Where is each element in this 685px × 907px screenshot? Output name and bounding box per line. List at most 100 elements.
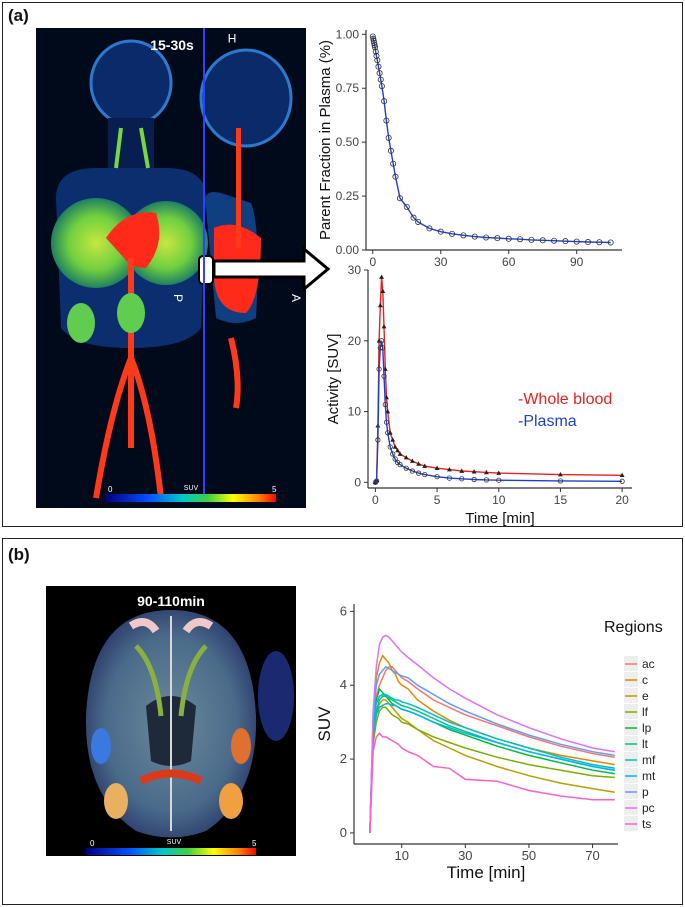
parent-fraction-point bbox=[370, 37, 377, 44]
legend-label-ts: ts bbox=[642, 817, 651, 831]
x-tick-label: 0 bbox=[369, 255, 376, 269]
parent-fraction-point bbox=[573, 238, 580, 245]
plasma-point bbox=[496, 477, 502, 483]
parent-fraction-point bbox=[371, 39, 378, 46]
whole-blood-point bbox=[484, 469, 489, 475]
panel-b-label: (b) bbox=[8, 545, 30, 564]
plasma-point bbox=[385, 430, 391, 436]
colorbar-b-min: 0 bbox=[90, 839, 95, 848]
parent-fraction-point bbox=[385, 134, 392, 141]
colorbar-a bbox=[106, 494, 276, 502]
y-tick-label: 0.25 bbox=[336, 189, 360, 203]
whole-blood-point bbox=[403, 454, 409, 460]
y-tick-label: 0.50 bbox=[336, 135, 360, 149]
region-line-ts bbox=[369, 732, 615, 833]
parent-fraction-point bbox=[371, 42, 378, 49]
x-axis-label: Time [min] bbox=[447, 863, 526, 882]
legend-label-pc: pc bbox=[642, 801, 655, 815]
plasma-point bbox=[387, 444, 393, 450]
colorbar-b bbox=[86, 848, 256, 855]
orientation-head: H bbox=[228, 31, 237, 45]
plasma-point bbox=[390, 451, 396, 457]
whole-blood-point bbox=[619, 472, 625, 478]
whole-blood-point bbox=[434, 465, 440, 470]
x-tick-label: 0 bbox=[372, 493, 379, 507]
whole-blood-point bbox=[380, 288, 386, 294]
plasma-point bbox=[381, 373, 387, 379]
parent-fraction-point bbox=[370, 35, 377, 42]
panel-a-label: (a) bbox=[8, 6, 29, 25]
plasma-point bbox=[377, 345, 383, 351]
region-line-pc bbox=[369, 634, 615, 833]
legend-label-ac: ac bbox=[642, 657, 655, 671]
parent-fraction-point bbox=[505, 235, 512, 242]
parent-fraction-point bbox=[585, 239, 592, 246]
plasma-point bbox=[380, 345, 386, 351]
whole-blood-point bbox=[390, 437, 396, 442]
plasma-point bbox=[415, 470, 422, 476]
legend-label-mt: mt bbox=[642, 769, 656, 783]
parent-fraction-point bbox=[376, 70, 383, 77]
orientation-anterior: A bbox=[289, 294, 303, 302]
y-tick-label: 20 bbox=[348, 334, 362, 348]
plasma-point bbox=[378, 338, 385, 344]
legend-label-lt: lt bbox=[642, 737, 649, 751]
pet-time-label-b: 90-110min bbox=[137, 593, 205, 609]
y-tick-label: 0 bbox=[340, 825, 347, 840]
colorbar-a-label: SUV bbox=[184, 485, 199, 492]
parent-fraction-point bbox=[494, 235, 501, 242]
parent-fraction-point bbox=[483, 234, 490, 241]
colorbar-a-min: 0 bbox=[108, 485, 113, 494]
plasma-point bbox=[375, 437, 381, 443]
x-tick-label: 30 bbox=[458, 848, 472, 863]
y-tick-label: 30 bbox=[348, 263, 362, 277]
plasma-point bbox=[557, 478, 564, 484]
parent-fraction-point bbox=[551, 237, 558, 244]
y-tick-label: 1.00 bbox=[336, 27, 360, 41]
legend-label-p: p bbox=[642, 785, 649, 799]
whole-blood-point bbox=[459, 468, 465, 473]
whole-blood-point bbox=[381, 324, 387, 329]
whole-blood-point bbox=[416, 461, 421, 466]
plasma-point bbox=[372, 479, 379, 485]
y-tick-label: 0.75 bbox=[336, 81, 360, 95]
parent-fraction-point bbox=[392, 173, 399, 180]
pet-brain-image: 90-110min 0 SUV 5 bbox=[46, 586, 296, 856]
x-tick-label: 50 bbox=[522, 848, 536, 863]
parent-fraction-point bbox=[372, 44, 379, 51]
region-line-mf bbox=[369, 693, 615, 833]
legend-title: Regions bbox=[604, 619, 663, 636]
legend-plasma: -Plasma bbox=[518, 413, 577, 430]
parent-fraction-point bbox=[387, 147, 394, 154]
whole-blood-point bbox=[397, 451, 403, 456]
x-axis-label: Time [min] bbox=[465, 510, 534, 527]
x-tick-label: 10 bbox=[492, 493, 506, 507]
plasma-point bbox=[459, 476, 465, 482]
y-axis-label: Parent Fraction in Plasma (%) bbox=[317, 40, 334, 240]
whole-blood-point bbox=[385, 408, 391, 414]
x-tick-label: 30 bbox=[434, 255, 448, 269]
parent-fraction-point bbox=[426, 225, 433, 232]
pet-whole-body-image: 15-30s H P A 0 SUV 5 bbox=[36, 28, 306, 508]
x-tick-label: 5 bbox=[434, 493, 441, 507]
parent-fraction-point bbox=[528, 236, 535, 243]
x-tick-label: 10 bbox=[394, 848, 408, 863]
parent-fraction-point bbox=[471, 233, 478, 240]
whole-blood-line bbox=[374, 277, 623, 483]
whole-blood-point bbox=[447, 466, 452, 472]
region-line-mt bbox=[369, 702, 615, 833]
region-line-p bbox=[369, 665, 615, 833]
x-tick-label: 20 bbox=[615, 493, 629, 507]
parent-fraction-point bbox=[374, 57, 381, 64]
legend-label-e: e bbox=[642, 689, 649, 703]
plasma-point bbox=[471, 476, 477, 483]
whole-blood-point bbox=[395, 447, 401, 453]
parent-fraction-point bbox=[375, 63, 382, 70]
legend-label-lf: lf bbox=[642, 705, 649, 719]
parent-fraction-point bbox=[372, 48, 379, 55]
whole-blood-point bbox=[410, 458, 415, 463]
parent-fraction-point bbox=[381, 98, 388, 105]
y-tick-label: 0 bbox=[354, 475, 361, 489]
parent-fraction-point bbox=[383, 117, 390, 124]
colorbar-a-max: 5 bbox=[272, 485, 277, 494]
